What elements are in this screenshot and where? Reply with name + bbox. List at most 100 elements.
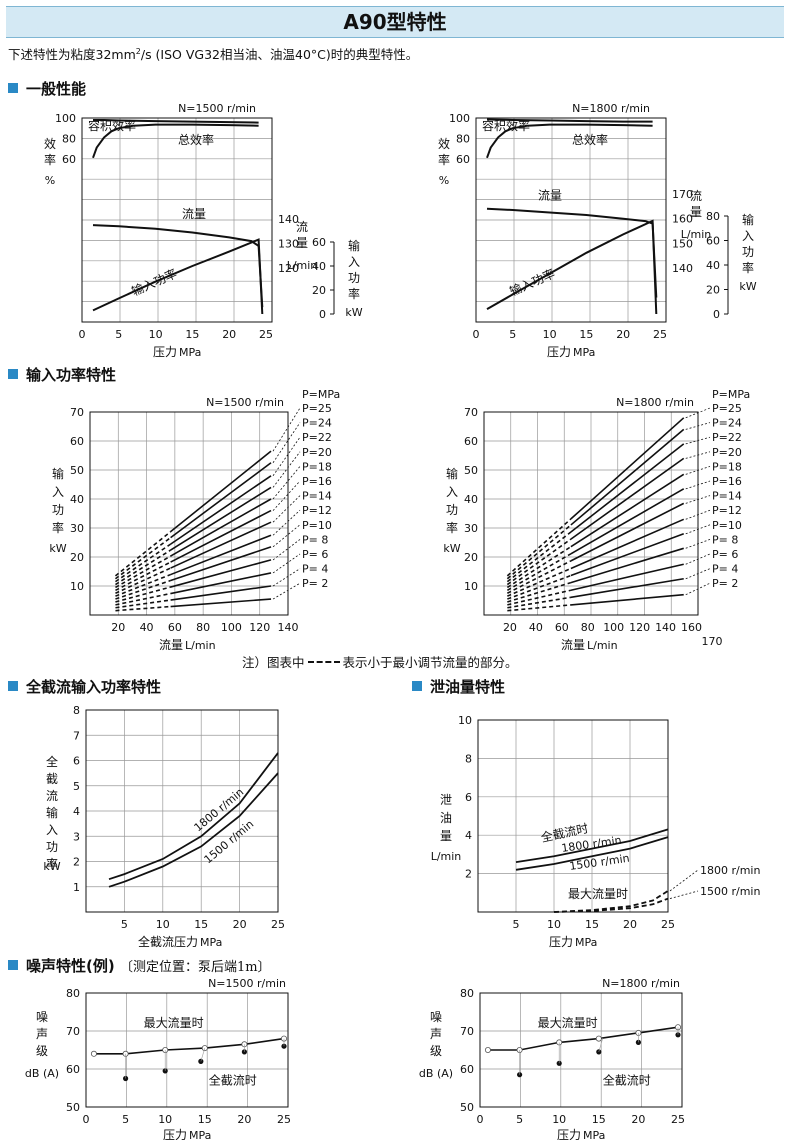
flow-tick-label: 160 [672, 213, 693, 226]
x-tick-label: 15 [592, 1113, 606, 1126]
label-full-cutoff: 全截流时 [603, 1072, 651, 1087]
flow-tick-label: 130 [278, 238, 299, 251]
power-tick-label: 20 [706, 284, 720, 297]
chart-noise-1800: 0 5 10 15 20 25 50 60 70 80 N=1800 r/min 噪声级 dB (A) 压… [419, 977, 685, 1140]
series-dashed [507, 567, 572, 597]
efficiency-tick-label: 60 [456, 153, 470, 166]
series-line [570, 473, 685, 548]
x-axis-unit: L/min [185, 639, 216, 652]
flow-axis-label: 流 [690, 189, 702, 203]
series-dashed [115, 586, 171, 603]
power-tick-label: 60 [706, 235, 720, 248]
legend-leader [685, 524, 711, 535]
x-tick-label: 120 [249, 621, 270, 634]
label-max-flow: 最大流量时 [568, 887, 628, 901]
x-axis-label: 压力 [547, 345, 571, 359]
series-label: 1500 r/min [569, 852, 631, 873]
x-axis-unit: MPa [179, 346, 201, 359]
legend-leader [685, 495, 711, 504]
series-dashed [115, 573, 171, 597]
grid [86, 710, 278, 912]
legend-leader [669, 869, 699, 892]
section-noise: 噪声特性(例) 〔测定位置：泵后端1m〕 [8, 955, 271, 976]
y-axis-unit: dB (A) [25, 1067, 59, 1080]
y-tick-label: 20 [70, 551, 84, 564]
plot-frame [85, 709, 279, 913]
legend-leader [685, 539, 711, 549]
y-tick-label: 40 [464, 493, 478, 506]
legend-label: P=22 [302, 431, 332, 444]
legend-leader [669, 890, 699, 899]
y-tick-label: 60 [460, 1063, 474, 1076]
series-line [570, 443, 685, 533]
efficiency-tick-label: 100 [55, 112, 76, 125]
x-tick-label: 15 [585, 918, 599, 931]
x-tick-label: 5 [516, 1113, 523, 1126]
x-tick-label: 10 [149, 328, 163, 341]
y-axis-label: 油 [440, 811, 452, 825]
y-axis-label: 全 [46, 754, 58, 769]
y-tick-label: 70 [70, 406, 84, 419]
x-tick-label: 25 [653, 328, 667, 341]
x-axis-unit: MPa [200, 936, 222, 949]
y-tick-label: 10 [458, 714, 472, 727]
x-tick-label: 5 [115, 328, 122, 341]
y-tick-label: 1 [73, 881, 80, 894]
legend-label: P=10 [302, 519, 332, 532]
legend-leader [272, 495, 301, 523]
y-tick-label: 30 [464, 522, 478, 535]
series-line [515, 828, 669, 863]
legend-leader [685, 407, 711, 419]
power-axis-label: 输 [742, 212, 754, 227]
power-axis-label: 功 [742, 245, 754, 259]
x-tick-label: 15 [194, 918, 208, 931]
label-power: 输入功率 [507, 266, 557, 299]
legend-label: P= 8 [712, 533, 738, 546]
series-dashed [114, 536, 172, 580]
x-tick-label: 25 [277, 1113, 291, 1126]
chart-title: N=1800 r/min [616, 396, 694, 409]
y-axis-label: 量 [440, 829, 452, 843]
legend-leader [272, 582, 301, 600]
curve-efficiency [486, 118, 653, 123]
x-axis-unit: MPa [575, 936, 597, 949]
x-tick-label: 5 [122, 1113, 129, 1126]
efficiency-axis-label: 效 [44, 136, 56, 151]
legend-label: 1500 r/min [700, 885, 760, 898]
series-dashed [115, 599, 171, 609]
y-axis-label: 级 [36, 1044, 48, 1058]
power-tick-label: 20 [312, 284, 326, 297]
grid [86, 993, 288, 1107]
series-line [170, 498, 272, 557]
series-dashed [115, 549, 172, 586]
x-tick-label: 20 [237, 1113, 251, 1126]
grid [478, 720, 668, 912]
series-line [170, 534, 272, 576]
x-tick-label: 10 [543, 328, 557, 341]
x-tick-label: 10 [547, 918, 561, 931]
series-line [170, 462, 272, 539]
power-axis-label: 功 [348, 271, 360, 285]
x-tick-label: 140 [655, 621, 676, 634]
y-tick-label: 80 [66, 987, 80, 1000]
x-axis-label: 流量 [561, 638, 585, 652]
legend-label: P=20 [712, 446, 742, 459]
series-line [570, 518, 685, 570]
flow-tick-label: 140 [278, 213, 299, 226]
plot-frame [475, 117, 667, 323]
y-tick-label: 8 [465, 752, 472, 765]
legend-leader [272, 568, 301, 587]
x-tick-label: 20 [616, 328, 630, 341]
series-line [93, 1037, 285, 1055]
power-tick-label: 40 [312, 260, 326, 273]
curve-power [92, 238, 264, 315]
x-axis-label: 压力 [549, 935, 573, 949]
series-line [170, 572, 272, 595]
chart-note: 注）图表中 表示小于最小调节流量的部分。 [242, 655, 518, 670]
x-tick-label: 20 [631, 1113, 645, 1126]
y-axis-unit: kW [49, 542, 66, 555]
chart-title: N=1800 r/min [602, 977, 680, 990]
x-tick-label: 25 [259, 328, 273, 341]
x-tick-label: 20 [233, 918, 247, 931]
x-tick-label: 5 [121, 918, 128, 931]
